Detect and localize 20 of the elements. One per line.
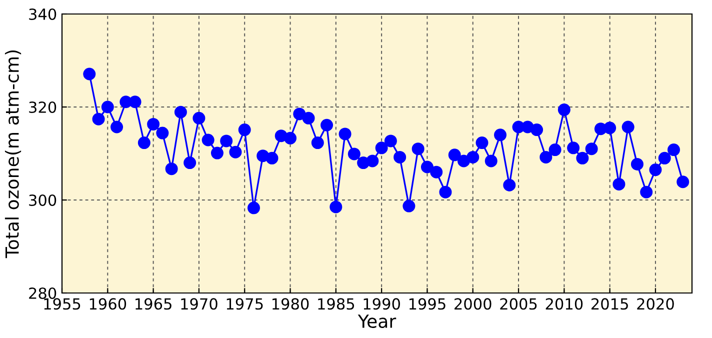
y-tick-label: 300 [29,194,56,206]
x-tick-label: 1960 [90,298,126,310]
x-tick-label: 2005 [500,298,537,310]
x-tick-label: 1955 [44,298,80,310]
y-tick-label: 340 [29,8,56,20]
x-tick-label: 2015 [592,298,628,310]
x-tick-label: 2000 [454,298,492,310]
x-tick-label: 2020 [637,298,674,310]
x-tick-label: 2010 [546,298,583,310]
x-tick-label: 1980 [272,298,309,310]
x-tick-label: 1995 [409,298,446,310]
x-axis-title: Year [358,314,396,328]
x-tick-label: 1985 [318,298,354,310]
y-tick-label: 280 [29,287,56,300]
y-tick-label: 320 [29,101,56,114]
x-tick-label: 1970 [181,298,218,310]
y-axis-title: Total ozone(m atm-cm) [4,50,22,258]
x-tick-label: 1975 [226,298,263,310]
x-tick-label: 1990 [364,298,400,310]
x-tick-label: 1965 [136,298,172,310]
